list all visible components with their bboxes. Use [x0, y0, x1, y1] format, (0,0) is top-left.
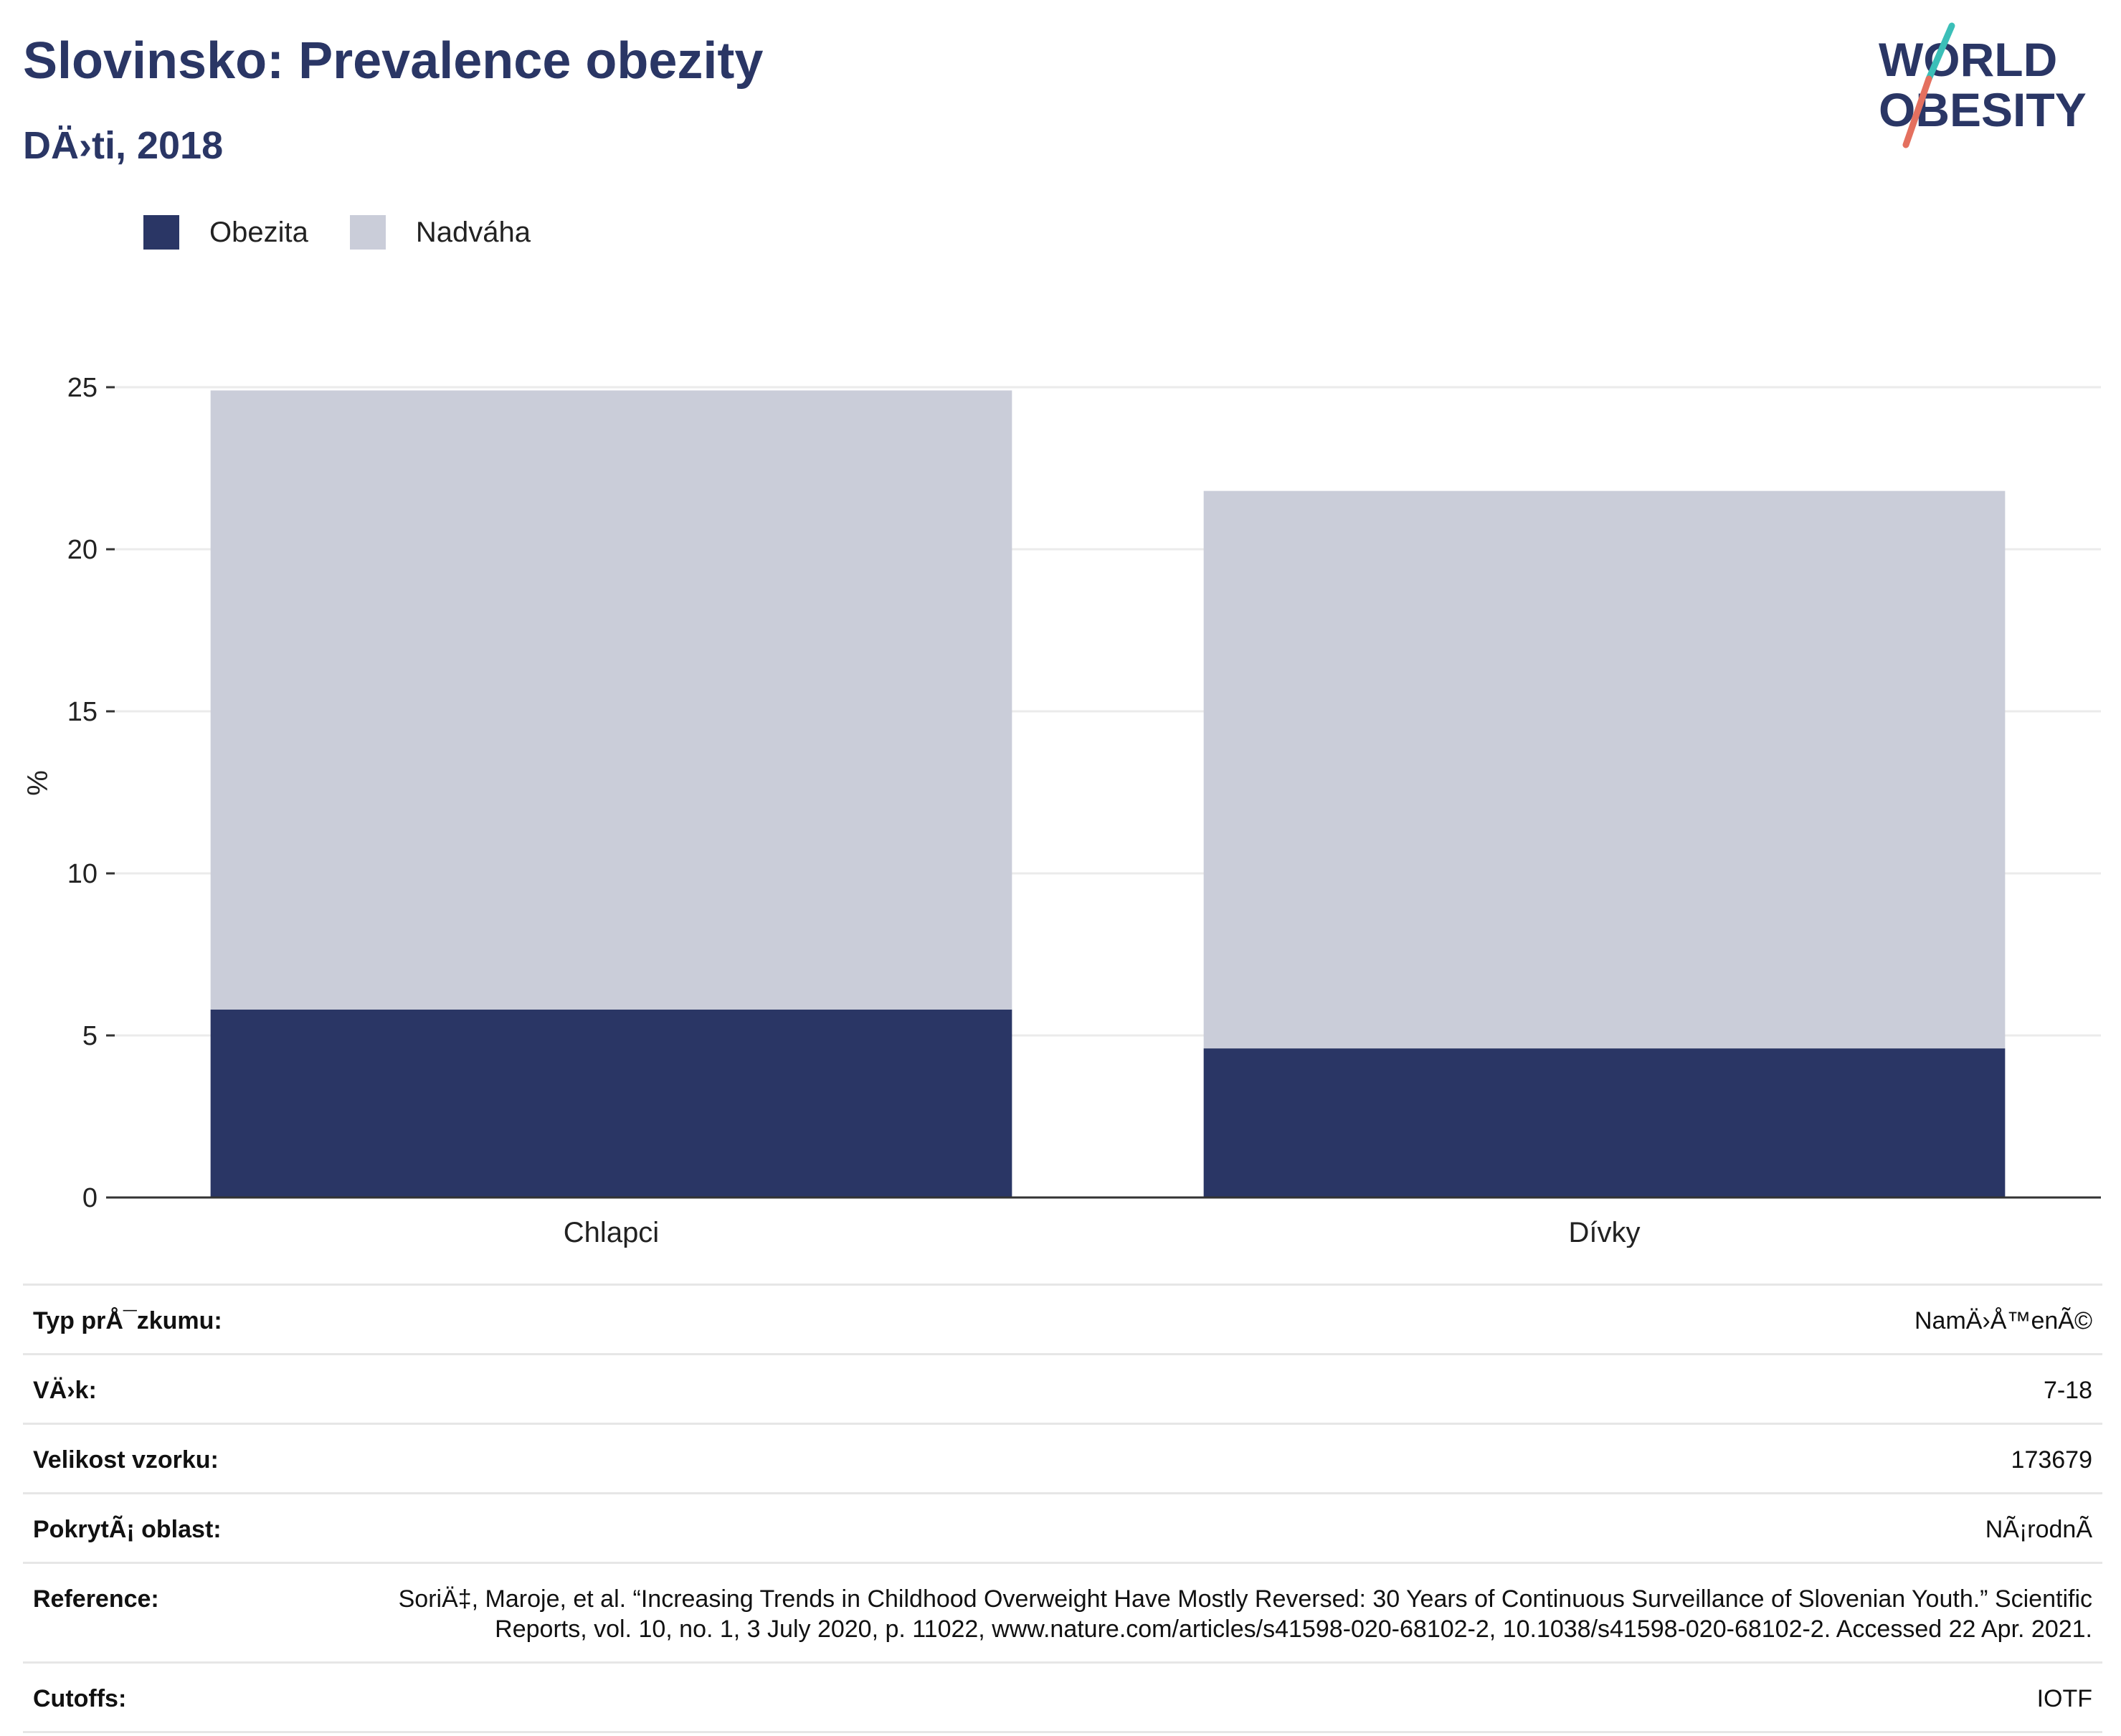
legend-swatch-nadvaha	[349, 215, 386, 250]
info-row-label: Cutoffs:	[23, 1661, 330, 1733]
info-row-label: VÄ›k:	[23, 1353, 330, 1424]
logo-stripe-coral	[1902, 75, 1932, 148]
x-tick-label-1: Dívky	[1569, 1217, 1641, 1248]
info-row-label: Typ prÅ¯zkumu:	[23, 1284, 330, 1355]
axis-layer: 0 5 10 15 20 25 Chlapci Dívky	[67, 373, 2101, 1248]
info-row: Cutoffs: IOTF	[23, 1661, 2102, 1733]
y-tick-label-0: 0	[82, 1183, 98, 1213]
info-row-value: NÃ¡rodnÃ	[330, 1492, 2102, 1563]
info-row: Reference: SoriÄ‡, Maroje, et al. “Increa…	[23, 1562, 2102, 1663]
info-row: Typ prÅ¯zkumu: NamÄ›Å™enÃ©	[23, 1284, 2102, 1355]
info-row-value: 7-18	[330, 1353, 2102, 1424]
legend-label-obezita: Obezita	[209, 216, 308, 248]
bar-chlapci-nadváha	[210, 390, 1012, 1010]
info-row-value: 173679	[330, 1423, 2102, 1494]
study-info-body: Typ prÅ¯zkumu: NamÄ›Å™enÃ© VÄ›k: 7-18 Veliko…	[23, 1284, 2102, 1733]
chart-legend: Obezita Nadváha	[143, 214, 572, 251]
y-axis-label: %	[22, 770, 54, 796]
info-row-label: Velikost vzorku:	[23, 1423, 330, 1494]
bar-dívky-nadváha	[1203, 490, 2006, 1049]
logo-stripe-teal	[1925, 22, 1955, 82]
x-tick-label-0: Chlapci	[564, 1217, 659, 1248]
y-tick-label-10: 10	[67, 859, 98, 889]
stacked-bar-chart: 0 5 10 15 20 25 Chlapci Dívky %	[22, 373, 2101, 1248]
info-row-label: Reference:	[23, 1562, 330, 1663]
info-row-value: IOTF	[330, 1661, 2102, 1733]
info-row: VÄ›k: 7-18	[23, 1353, 2102, 1424]
info-row-label: PokrytÃ¡ oblast:	[23, 1492, 330, 1563]
y-tick-label-15: 15	[67, 697, 98, 727]
legend-label-nadvaha: Nadváha	[415, 216, 531, 248]
legend-swatch-obezita	[143, 215, 179, 250]
study-info-table: Typ prÅ¯zkumu: NamÄ›Å™enÃ© VÄ›k: 7-18 Veliko…	[23, 1284, 2102, 1733]
legend-item-obezita: Obezita	[143, 215, 308, 250]
bar-dívky-obezita	[1203, 1048, 2006, 1197]
logo-word-world: WORLD	[1879, 33, 2057, 86]
info-row: Velikost vzorku: 173679	[23, 1423, 2102, 1494]
world-obesity-logo: WORLD OBESITY	[1879, 22, 2087, 148]
info-row-value: SoriÄ‡, Maroje, et al. “Increasing Trend…	[330, 1562, 2102, 1663]
y-tick-label-25: 25	[67, 373, 98, 403]
y-tick-label-5: 5	[82, 1021, 98, 1051]
info-row: PokrytÃ¡ oblast: NÃ¡rodnÃ	[23, 1492, 2102, 1563]
chart-subtitle: DÄ›ti, 2018	[23, 124, 224, 167]
info-row-value: NamÄ›Å™enÃ©	[330, 1284, 2102, 1355]
bar-chlapci-obezita	[210, 1009, 1012, 1197]
y-tick-label-20: 20	[67, 535, 98, 565]
chart-title: Slovinsko: Prevalence obezity	[23, 32, 764, 90]
legend-item-nadvaha: Nadváha	[349, 215, 531, 250]
bars-layer	[210, 390, 2006, 1197]
